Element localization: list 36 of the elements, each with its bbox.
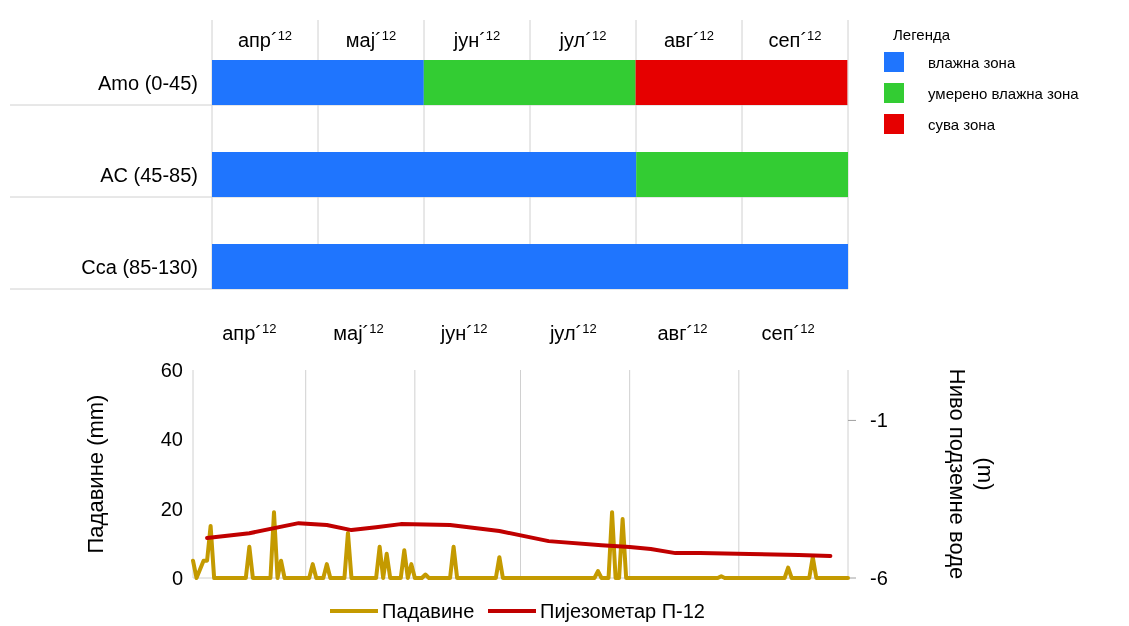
x-tick-label: јун´$^{12}$ — [439, 320, 488, 344]
annotation: јул´$^{12}$ — [558, 27, 607, 51]
legend-label: умерено влажна зона — [928, 85, 1080, 102]
x-tick-label: мај´$^{12}$ — [333, 320, 384, 344]
y-tick-label: 20 — [160, 497, 183, 520]
annotation: сеп´$^{12}$ — [768, 27, 822, 51]
x-tick-label: авг´$^{12}$ — [657, 320, 708, 344]
bar — [423, 60, 636, 105]
line-series — [205, 521, 833, 558]
annotation: авг´$^{12}$ — [663, 27, 715, 51]
y-tick-label: Amo (0-45) — [97, 71, 198, 94]
x-tick-label: апр´$^{12}$ — [222, 320, 277, 344]
annotation: јун´$^{12}$ — [452, 27, 501, 51]
bar — [212, 152, 637, 197]
bar — [212, 60, 424, 105]
y-tick-label: 40 — [160, 428, 183, 451]
y2-tick-label: -1 — [870, 409, 888, 432]
y-tick-label: 60 — [160, 359, 183, 381]
annotation: апр´$^{12}$ — [237, 27, 293, 51]
annotation: мај´$^{12}$ — [345, 27, 397, 51]
bar — [635, 60, 848, 105]
x-tick-label: сеп´$^{12}$ — [761, 320, 815, 344]
legend-title: Легенда — [893, 26, 951, 43]
legend-label: Падавине — [382, 600, 475, 622]
y-tick-label: AC (45-85) — [100, 163, 198, 186]
legend-label: Пијезометар П-12 — [540, 600, 705, 622]
legend-label: влажна зона — [928, 54, 1016, 71]
y-axis-title: Падавине (mm) — [83, 394, 108, 554]
y-tick-label: 0 — [171, 567, 183, 589]
y2-axis-title: Ниво подземне воде (m) — [945, 368, 998, 580]
legend-label: сува зона — [928, 116, 996, 133]
y2-tick-label: -6 — [870, 567, 888, 589]
bar — [636, 152, 848, 197]
x-tick-label: јул´$^{12}$ — [548, 320, 597, 344]
bar — [212, 244, 848, 289]
y-tick-label: Cca (85-130) — [81, 255, 198, 278]
